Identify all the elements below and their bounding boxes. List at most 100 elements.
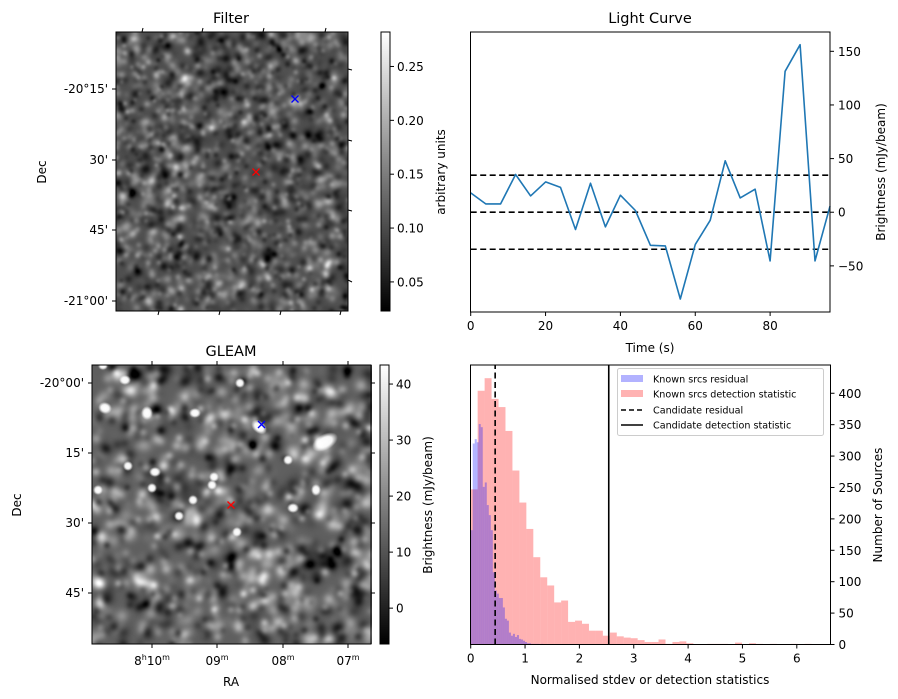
- gleam-xtick-label: 8h10m: [134, 653, 170, 668]
- histogram-bar: [527, 643, 530, 645]
- colorbar-tick-label: 0.25: [397, 60, 424, 74]
- colorbar-tick-label: 0.15: [397, 168, 424, 182]
- histogram-bar: [529, 643, 532, 645]
- histogram-bar: [505, 430, 513, 645]
- gleam-xtick-label: 09m: [205, 653, 228, 668]
- histogram-bar: [506, 620, 509, 645]
- histogram-x-ticks: 0 1 2 3 4 5 6: [467, 644, 801, 666]
- gleam-colorbar: [380, 365, 389, 644]
- histogram-bar: [484, 378, 492, 645]
- gleam-candidate-marker: [227, 501, 235, 509]
- histogram-bar: [658, 639, 666, 645]
- histogram-bar: [554, 602, 562, 645]
- histogram-bar: [490, 530, 493, 645]
- histogram-bar: [735, 642, 743, 645]
- histogram-bar: [588, 630, 596, 645]
- histogram-y-tick-label: 350: [839, 418, 862, 432]
- histogram-y-tick-label: 50: [839, 607, 854, 621]
- light-curve-y-tick-label: 50: [838, 152, 853, 166]
- histogram-x-tick-label: 5: [739, 652, 747, 666]
- histogram-bar: [644, 641, 652, 645]
- legend-label: Candidate residual: [653, 406, 743, 417]
- histogram-bar: [498, 407, 506, 645]
- histogram-bar: [512, 633, 515, 645]
- legend-label: Candidate detection statistic: [653, 421, 791, 432]
- colorbar-tick-label: 0.20: [397, 114, 424, 128]
- filter-ytick-label: -20°15': [64, 82, 108, 96]
- light-curve-title: Light Curve: [608, 11, 692, 27]
- light-curve-x-tick-label: 40: [613, 319, 628, 333]
- histogram-bar: [637, 640, 645, 645]
- histogram-bar: [595, 630, 603, 645]
- histogram-residual-bars: [470, 424, 544, 645]
- legend-label: Known srcs residual: [653, 375, 748, 386]
- gleam-panel: GLEAM -20°00' 15' 30' 45' 8h10m 09m 08m …: [10, 344, 435, 689]
- histogram-bar: [480, 427, 483, 645]
- gleam-ytick-label: 45': [65, 586, 84, 600]
- colorbar-tick-label: 0.05: [397, 275, 424, 289]
- light-curve-x-tick-label: 80: [762, 319, 777, 333]
- colorbar-tick-label: 10: [396, 546, 411, 560]
- colorbar-tick-label: 0: [396, 602, 404, 616]
- histogram-x-tick-label: 1: [521, 652, 529, 666]
- gleam-xlabel: RA: [223, 675, 240, 689]
- histogram-x-tick-label: 3: [630, 652, 638, 666]
- light-curve-panel: Light Curve 0 20 40 60 80 −50 0 50 100 150 Time …: [467, 11, 888, 355]
- gleam-colorbar-label: Brightness (mJy/beam): [421, 436, 435, 574]
- colorbar-tick-label: 20: [396, 490, 411, 504]
- light-curve-ylabel: Brightness (mJy/beam): [874, 103, 888, 241]
- histogram-bar: [492, 572, 495, 645]
- histogram-bar: [651, 641, 659, 645]
- histogram-bar: [547, 585, 555, 645]
- histogram-bar: [679, 641, 687, 645]
- histogram-legend: Known srcs residual Known srcs detection…: [617, 368, 824, 436]
- histogram-bar: [500, 598, 503, 645]
- light-curve-frame: [470, 31, 831, 313]
- filter-ticks: [112, 27, 353, 316]
- colorbar-tick-label: 0.10: [397, 222, 424, 236]
- histogram-bar: [474, 439, 477, 645]
- histogram-bar: [519, 502, 527, 645]
- light-curve-y-tick-label: 100: [838, 98, 861, 112]
- light-curve-y-tick-label: 0: [838, 206, 846, 220]
- histogram-bar: [575, 620, 583, 645]
- histogram-bar: [476, 442, 479, 645]
- light-curve-y-tick-label: −50: [838, 259, 863, 273]
- light-curve-y-tick-label: 150: [838, 45, 861, 59]
- histogram-bar: [516, 635, 519, 645]
- histogram-bar: [582, 623, 589, 645]
- histogram-y-tick-label: 100: [839, 575, 862, 589]
- histogram-y-tick-label: 300: [839, 450, 862, 464]
- histogram-bar: [486, 505, 489, 645]
- gleam-xtick-label: 07m: [336, 653, 359, 668]
- histogram-bar: [568, 621, 576, 645]
- gleam-ylabel: Dec: [10, 493, 24, 516]
- legend-label: Known srcs detection statistic: [653, 390, 796, 401]
- histogram-bar: [518, 638, 521, 645]
- filter-colorbar-ticks: 0.05 0.10 0.15 0.20 0.25: [390, 60, 424, 289]
- histogram-bar: [623, 637, 631, 645]
- gleam-known-source-marker: [257, 420, 266, 429]
- filter-image: [116, 32, 348, 311]
- histogram-detection-bars: [470, 378, 812, 645]
- gleam-ticks: [88, 361, 375, 648]
- histogram-bar: [494, 590, 497, 645]
- filter-candidate-marker: [252, 168, 260, 176]
- histogram-bar: [484, 482, 487, 645]
- light-curve-x-tick-label: 60: [688, 319, 703, 333]
- filter-ytick-label: -21°00': [64, 294, 108, 308]
- histogram-y-tick-label: 0: [839, 638, 847, 652]
- light-curve-series: [470, 43, 831, 300]
- histogram-bar: [512, 470, 520, 645]
- light-curve-y-ticks: −50 0 50 100 150: [830, 45, 863, 273]
- histogram-bar: [510, 635, 513, 645]
- gleam-xtick-label: 08m: [271, 653, 294, 668]
- histogram-bar: [609, 632, 617, 645]
- histogram-ylabel: Number of Sources: [871, 448, 885, 563]
- filter-colorbar-frame: [380, 31, 391, 312]
- gleam-ytick-label: 15': [65, 446, 84, 460]
- histogram-bar: [524, 641, 528, 645]
- histogram-bar: [616, 636, 624, 645]
- light-curve-points: [470, 44, 831, 300]
